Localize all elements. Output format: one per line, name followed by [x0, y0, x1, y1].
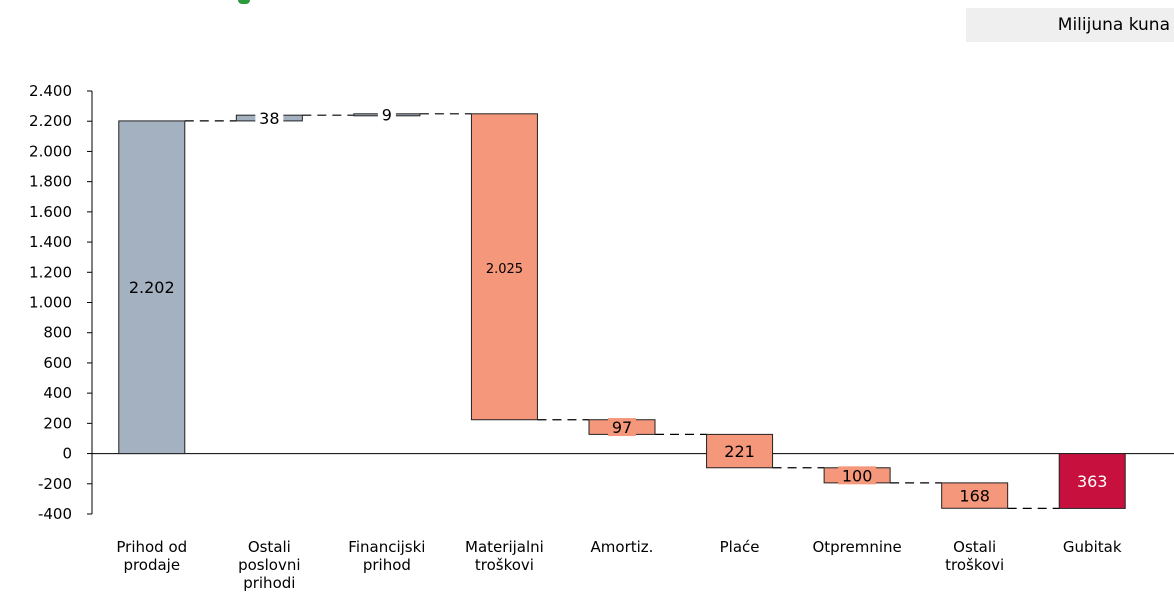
category-label-line: Gubitak — [1063, 538, 1122, 556]
category-label: Plaće — [720, 538, 760, 556]
category-label-line: poslovni — [238, 556, 300, 574]
data-label: 2.202 — [129, 278, 175, 297]
y-tick-label: 1.400 — [29, 233, 72, 251]
data-label: 2.025 — [486, 262, 523, 277]
category-label-line: Otpremnine — [812, 538, 901, 556]
category-label: Ostali troškovi — [945, 538, 1004, 574]
data-label-bg — [608, 418, 636, 437]
y-tick-label: 800 — [43, 324, 72, 342]
y-tick-label: 0 — [62, 445, 72, 463]
y-tick-label: 1.600 — [29, 203, 72, 221]
data-label-bg — [377, 105, 396, 124]
bar — [118, 120, 186, 455]
category-label-line: troškovi — [475, 556, 534, 574]
bar — [706, 433, 774, 469]
data-label: 9 — [382, 105, 392, 124]
unit-label: Milijuna kuna — [966, 8, 1174, 42]
category-label: Materijalni troškovi — [465, 538, 544, 574]
header-accent-mark — [238, 0, 250, 4]
y-tick-label: 2.400 — [29, 82, 72, 100]
bars — [118, 113, 1126, 509]
category-label: Prihod od prodaje — [116, 538, 187, 574]
category-label-line: Prihod od — [116, 538, 187, 556]
data-label: 38 — [259, 109, 279, 128]
category-label: Financijski prihod — [348, 538, 425, 574]
data-labels: 2.202 38 9 2.025 97 221 100 168 363 — [129, 105, 1108, 506]
y-tick-label: 1.000 — [29, 294, 72, 312]
y-tick-label: -400 — [38, 505, 72, 523]
y-tick-label: 600 — [43, 354, 72, 372]
category-label: Ostali poslovni prihodi — [238, 538, 300, 592]
data-label: 97 — [612, 418, 632, 437]
data-label: 363 — [1077, 472, 1108, 491]
bar — [470, 113, 538, 421]
y-tick-label: -200 — [38, 475, 72, 493]
y-tick-label: 1.200 — [29, 263, 72, 281]
category-label-line: Plaće — [720, 538, 760, 556]
category-label-line: troškovi — [945, 556, 1004, 574]
data-label-bg — [838, 466, 877, 485]
category-label-line: prodaje — [123, 556, 180, 574]
y-tick-label: 1.800 — [29, 173, 72, 191]
category-label: Amortiz. — [591, 538, 654, 556]
category-label-line: Ostali — [953, 538, 996, 556]
y-tick-label: 2.000 — [29, 142, 72, 160]
category-label-line: Amortiz. — [591, 538, 654, 556]
y-tick-label: 2.200 — [29, 112, 72, 130]
y-axis: -400 -200 0 200 400 600 800 1.000 1.200 1.400 1.60… — [29, 82, 1174, 523]
y-tick-label: 200 — [43, 414, 72, 432]
category-label-line: prihodi — [243, 574, 295, 592]
category-label-line: prihod — [363, 556, 411, 574]
data-label-bg — [255, 109, 284, 128]
category-label-line: Materijalni — [465, 538, 544, 556]
data-label: 221 — [724, 442, 755, 461]
bar — [941, 482, 1009, 509]
data-label: 168 — [959, 487, 990, 506]
bar — [1058, 453, 1126, 509]
y-tick-label: 400 — [43, 384, 72, 402]
category-label-line: Financijski — [348, 538, 425, 556]
category-label: Otpremnine — [812, 538, 901, 556]
data-label: 100 — [842, 466, 873, 485]
category-label-line: Ostali — [248, 538, 291, 556]
connector-lines — [184, 113, 1060, 510]
category-label: Gubitak — [1063, 538, 1122, 556]
